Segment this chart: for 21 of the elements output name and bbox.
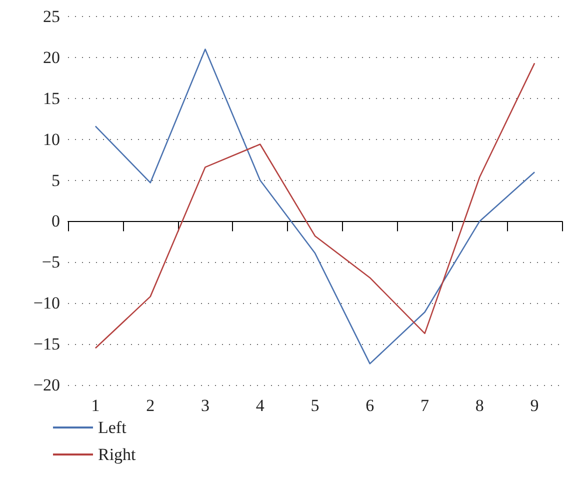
legend-label: Left bbox=[98, 418, 127, 437]
x-tick-label: 1 bbox=[91, 396, 100, 415]
x-tick-label: 3 bbox=[200, 396, 210, 415]
x-tick-label: 7 bbox=[420, 396, 430, 415]
x-tick-label: 2 bbox=[146, 396, 155, 415]
y-tick-label: 5 bbox=[52, 170, 60, 190]
y-tick-label: −20 bbox=[33, 376, 60, 394]
y-tick-label: 0 bbox=[52, 212, 60, 231]
x-tick-label: 4 bbox=[256, 396, 265, 415]
x-tick-label: 8 bbox=[475, 396, 484, 415]
y-tick-label: 20 bbox=[43, 48, 60, 67]
y-tick-label: 15 bbox=[43, 88, 60, 108]
legend-label: Right bbox=[98, 445, 136, 464]
x-tick-label: 6 bbox=[366, 396, 374, 415]
x-tick-label: 9 bbox=[530, 396, 539, 415]
y-tick-label: 10 bbox=[43, 130, 60, 149]
y-tick-label: −15 bbox=[33, 334, 60, 354]
x-tick-label: 5 bbox=[310, 396, 320, 415]
y-tick-label: 25 bbox=[43, 7, 60, 26]
y-tick-label: −10 bbox=[33, 294, 60, 313]
y-tick-label: −5 bbox=[42, 252, 60, 272]
